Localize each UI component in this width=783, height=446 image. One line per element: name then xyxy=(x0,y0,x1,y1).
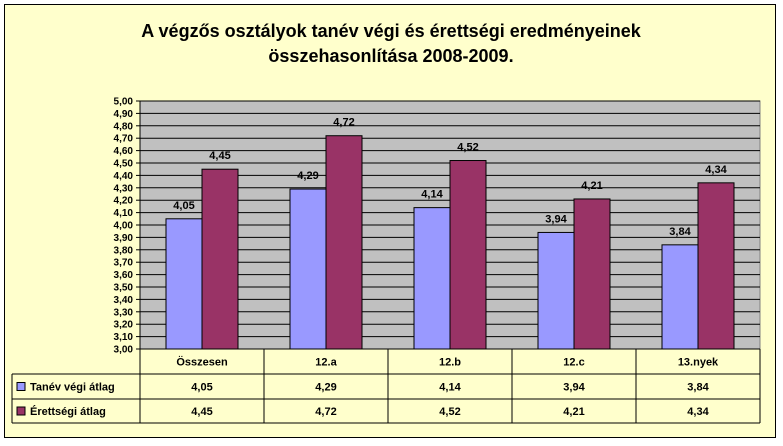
y-tick-label: 3,00 xyxy=(114,345,134,356)
category-label: 13.nyek xyxy=(678,357,719,369)
table-cell: 3,84 xyxy=(687,382,709,394)
y-tick-label: 3,50 xyxy=(114,283,134,294)
data-label: 4,05 xyxy=(173,200,194,212)
data-label: 3,84 xyxy=(669,226,691,238)
data-label: 4,21 xyxy=(581,180,602,192)
bar xyxy=(573,198,611,350)
y-tick-label: 4,20 xyxy=(114,196,134,207)
data-labels: 4,05 4,29 4,14 3,94 3,84 4,45 4,72 4,52 4,21 4,34 xyxy=(173,117,727,238)
y-tick-label: 4,10 xyxy=(114,208,134,219)
data-label: 4,72 xyxy=(333,117,354,129)
y-tick-label: 3,30 xyxy=(114,307,134,318)
category-label: Összesen xyxy=(176,356,228,369)
y-tick-label: 4,80 xyxy=(114,121,134,132)
y-tick-label: 4,40 xyxy=(114,171,134,182)
bar xyxy=(165,218,203,350)
y-tick-label: 3,70 xyxy=(114,258,134,269)
legend-key xyxy=(16,406,26,416)
y-tick-label: 4,90 xyxy=(114,109,134,120)
table-cell: 4,14 xyxy=(439,382,461,394)
y-tick-label: 4,30 xyxy=(114,183,134,194)
data-label: 4,29 xyxy=(297,170,318,182)
y-tick-label: 4,60 xyxy=(114,146,134,157)
table-cell: 4,72 xyxy=(315,406,336,418)
chart-title-line-2: összehasonlítása 2008-2009. xyxy=(268,46,514,66)
table-cell: 4,45 xyxy=(191,406,212,418)
y-tick-label: 3,10 xyxy=(114,332,134,343)
y-tick-label: 5,00 xyxy=(114,97,134,108)
chart-title-line-1: A végzős osztályok tanév végi és érettsé… xyxy=(141,21,641,41)
category-label: 12.b xyxy=(439,357,461,369)
bar xyxy=(537,231,575,350)
bar xyxy=(697,182,735,350)
y-tick-label: 3,60 xyxy=(114,270,134,281)
y-tick-label: 4,70 xyxy=(114,134,134,145)
chart-title: A végzős osztályok tanév végi és érettsé… xyxy=(5,19,777,69)
bar xyxy=(413,207,451,350)
y-tick-label: 3,80 xyxy=(114,245,134,256)
legend-label: Tanév végi átlag xyxy=(30,382,115,394)
category-label: 12.a xyxy=(315,357,337,369)
category-label: 12.c xyxy=(563,357,584,369)
data-label: 4,45 xyxy=(209,150,230,162)
bar xyxy=(201,168,239,350)
table-cell: 4,21 xyxy=(563,406,584,418)
table-cell: 3,94 xyxy=(563,382,585,394)
y-tick-label: 4,00 xyxy=(114,221,134,232)
table-cell: 4,34 xyxy=(687,406,709,418)
bars xyxy=(165,135,735,350)
legend-key xyxy=(16,382,26,391)
data-label: 4,34 xyxy=(705,164,727,176)
y-tick-label: 4,50 xyxy=(114,159,134,170)
data-label: 4,52 xyxy=(457,142,478,154)
y-tick-label: 3,40 xyxy=(114,295,134,306)
legend-label: Érettségi átlag xyxy=(30,405,106,418)
data-label: 3,94 xyxy=(545,213,567,225)
data-table: Összesen 12.a 12.b 12.c 13.nyek Tanév végi át… xyxy=(11,348,761,424)
bar xyxy=(661,244,699,350)
bar xyxy=(289,188,327,350)
table-cell: 4,29 xyxy=(315,382,336,394)
y-tick-label: 3,20 xyxy=(114,320,134,331)
y-axis: 3,00 3,103,20 3,303,403,50 3,603,70 3,803,90… xyxy=(114,97,141,356)
data-label: 4,14 xyxy=(421,189,443,201)
bar xyxy=(449,160,487,350)
bar xyxy=(325,135,363,350)
y-tick-label: 3,90 xyxy=(114,233,134,244)
table-cell: 4,52 xyxy=(439,406,460,418)
table-cell: 4,05 xyxy=(191,382,212,394)
